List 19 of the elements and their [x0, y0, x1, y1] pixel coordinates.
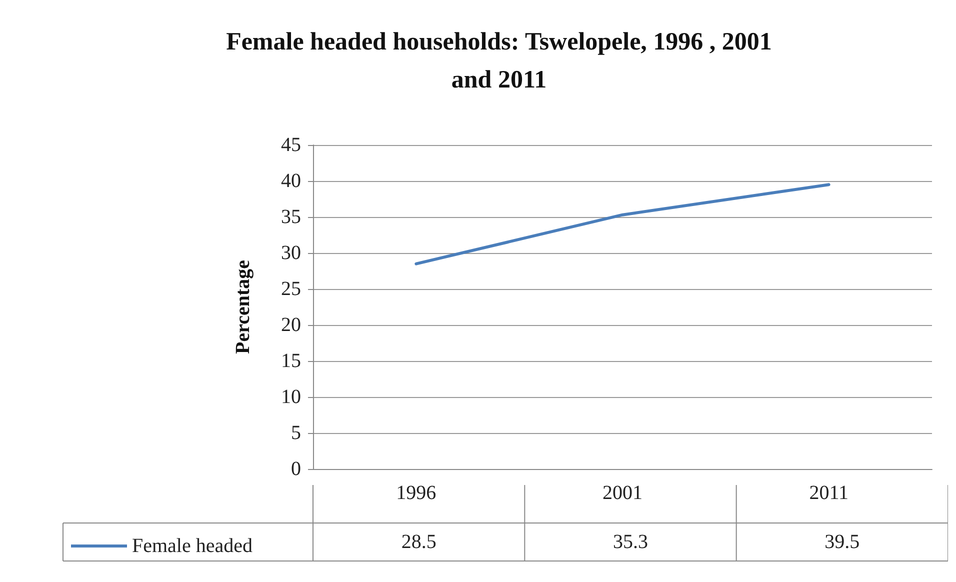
legend-label: Female headed: [132, 535, 252, 557]
y-tick-label: 0: [291, 458, 301, 480]
x-tick-label: 1996: [396, 482, 436, 504]
y-tick-label: 45: [281, 134, 301, 156]
x-tick-label: 2011: [809, 482, 848, 504]
y-tick-label: 15: [281, 350, 301, 372]
y-tick-label: 5: [291, 422, 301, 444]
data-label: 35.3: [613, 531, 648, 553]
y-tick-label: 30: [281, 242, 301, 264]
y-tick-label: 10: [281, 386, 301, 408]
y-tick-label: 35: [281, 206, 301, 228]
y-axis-title: Percentage: [232, 260, 254, 354]
y-tick-label: 40: [281, 170, 301, 192]
chart-title: Female headed households: Tswelopele, 1996 , 2001 and 2011: [226, 28, 772, 94]
data-label: 39.5: [824, 531, 860, 553]
data-label: 28.5: [401, 531, 436, 553]
y-tick-label: 25: [281, 278, 301, 300]
y-tick-label: 20: [281, 314, 301, 336]
x-tick-label: 2001: [602, 482, 642, 504]
